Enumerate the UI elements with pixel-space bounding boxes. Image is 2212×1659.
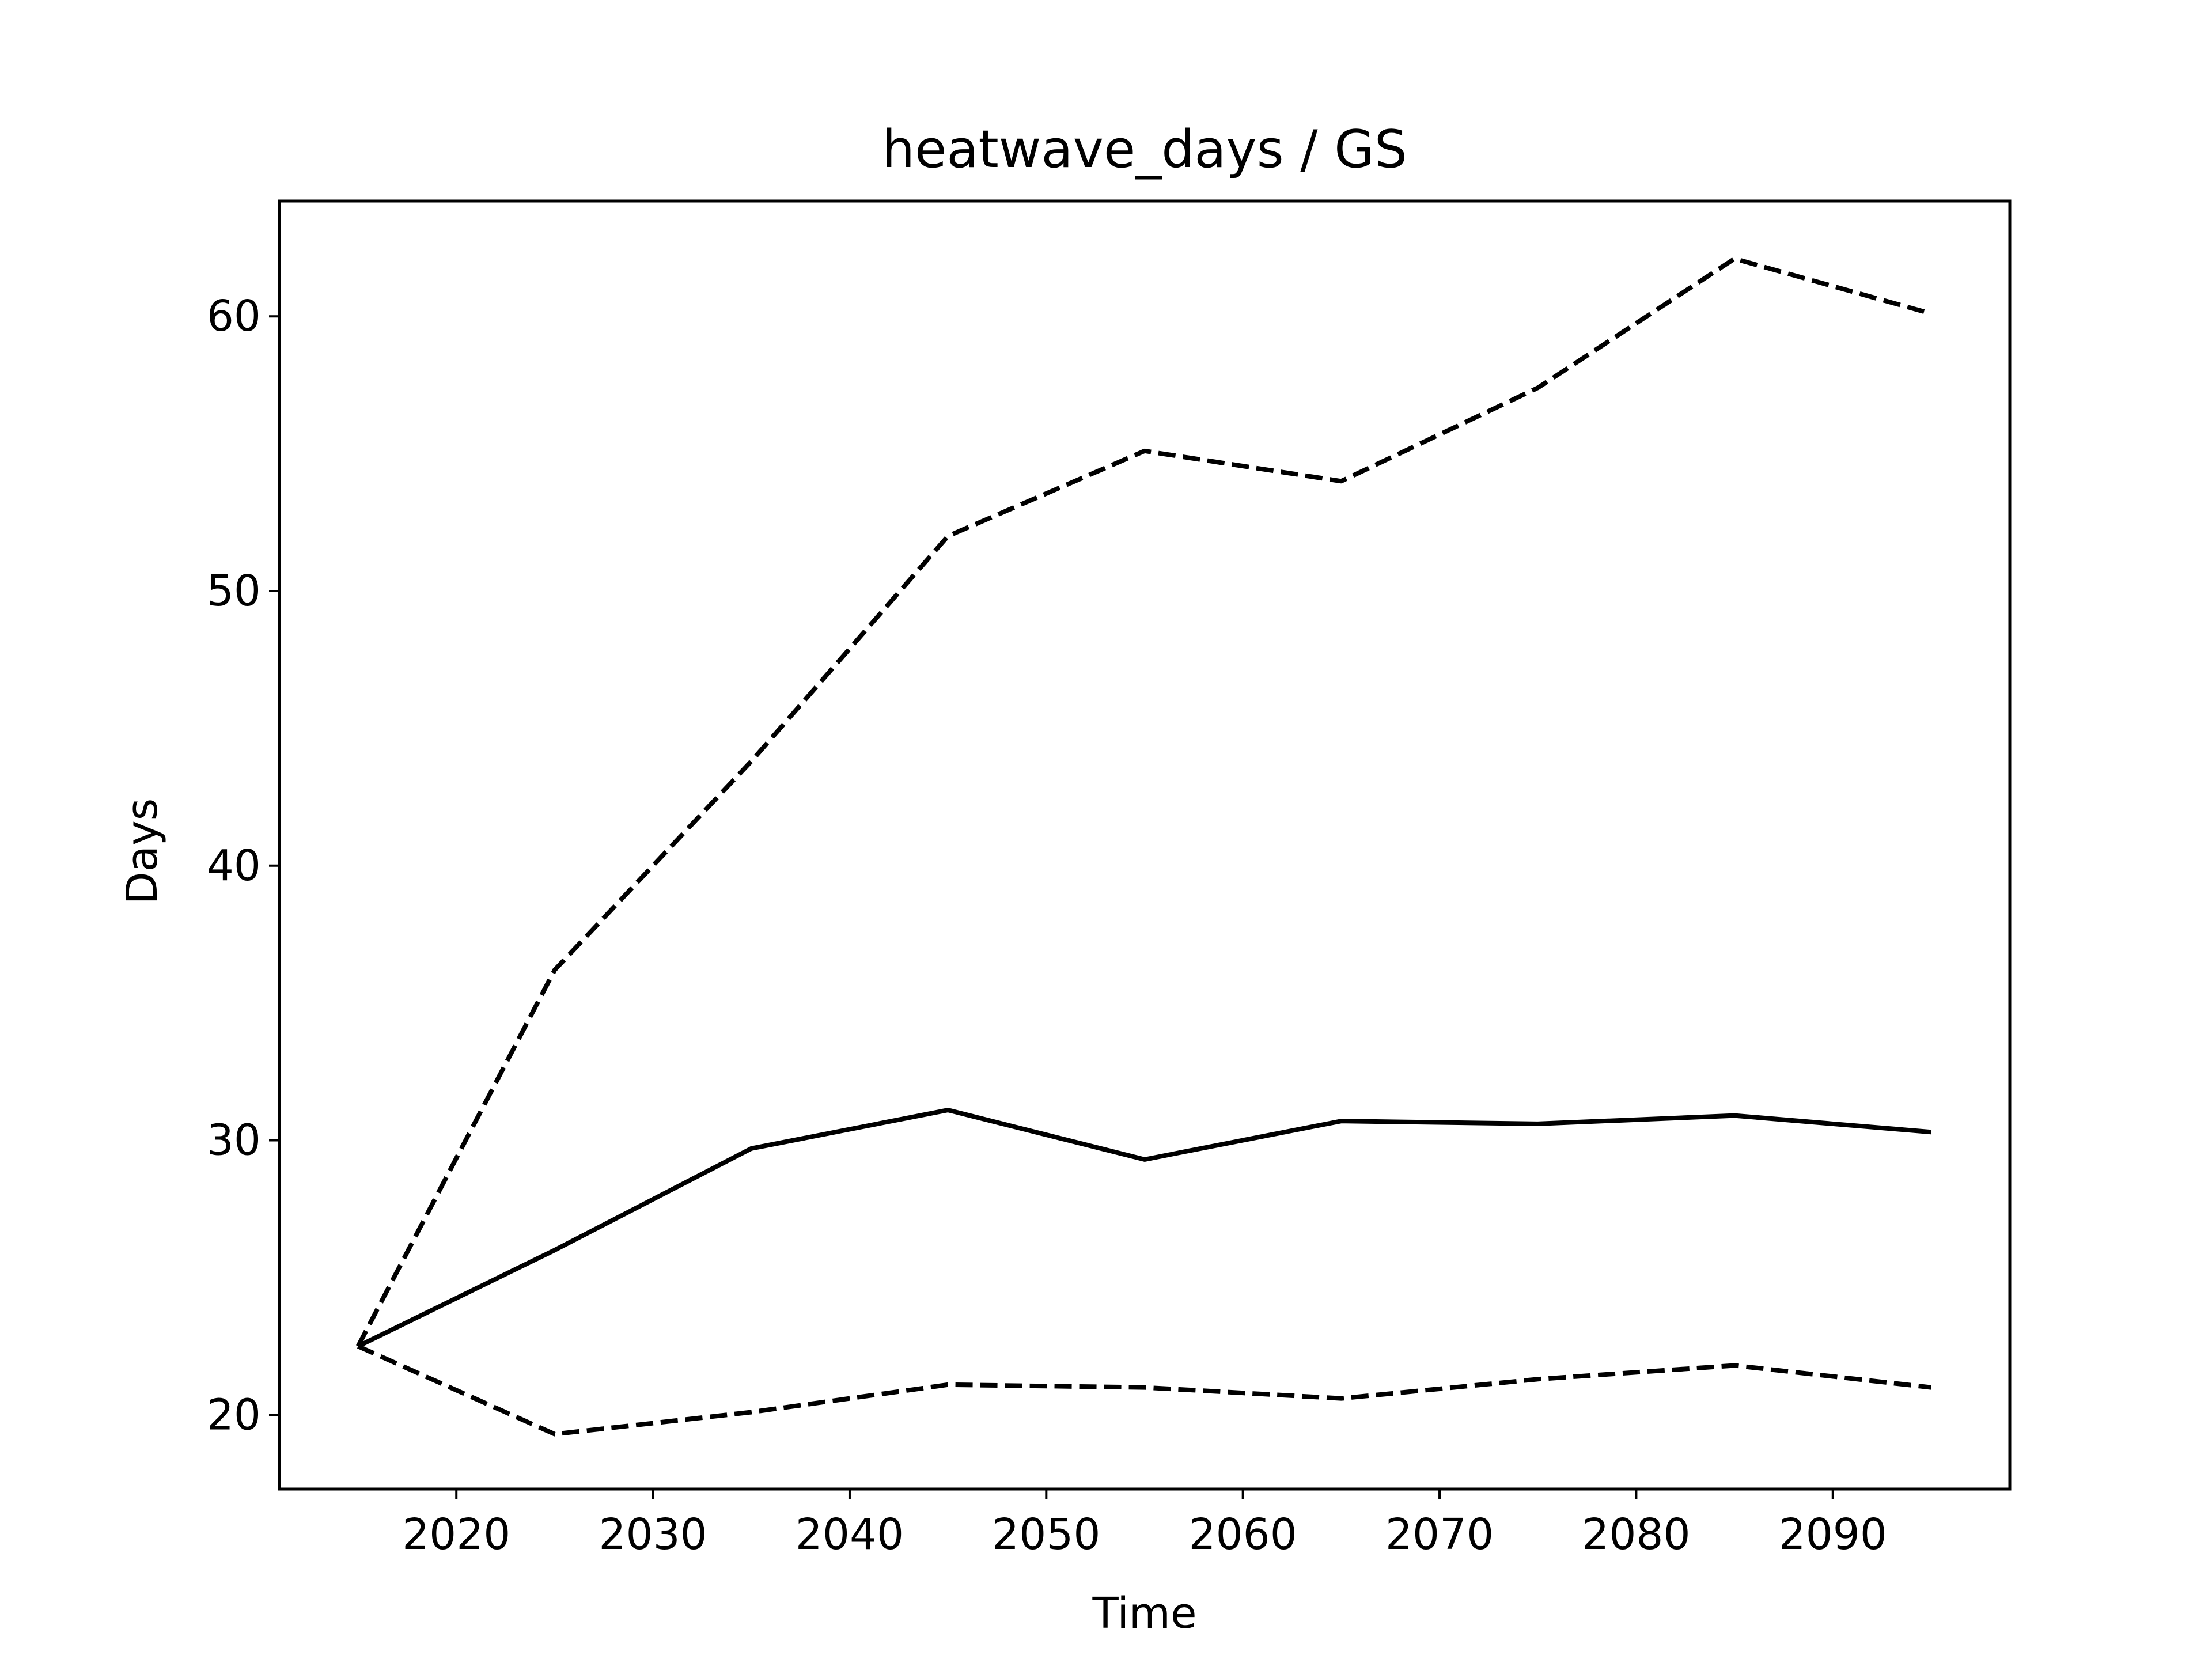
- series-line-3: [357, 1344, 1931, 1437]
- chart-title: heatwave_days / GS: [882, 119, 1407, 180]
- y-tick-label: 20: [207, 1390, 261, 1440]
- x-tick-label: 2030: [599, 1510, 707, 1559]
- series-line-2: [357, 1108, 1931, 1349]
- y-tick-label: 30: [207, 1116, 261, 1165]
- y-axis: 20 30 40 50 60: [207, 291, 279, 1440]
- series-layer: [356, 256, 1932, 1437]
- x-tick-label: 2050: [992, 1510, 1100, 1559]
- x-tick-label: 2060: [1189, 1510, 1297, 1559]
- plot-frame: [278, 199, 2012, 1491]
- series-line-1: [356, 256, 1932, 1347]
- y-tick-label: 50: [207, 566, 261, 616]
- x-tick-label: 2090: [1779, 1510, 1887, 1559]
- x-tick-label: 2040: [796, 1510, 904, 1559]
- x-axis: 2020 2030 2040 2050 2060 2070 2080 2090: [402, 1489, 1887, 1559]
- x-tick-label: 2070: [1385, 1510, 1494, 1559]
- y-axis-label: Days: [118, 798, 167, 905]
- y-tick-label: 40: [207, 841, 261, 891]
- x-tick-label: 2020: [402, 1510, 510, 1559]
- x-axis-label: Time: [1092, 1589, 1196, 1638]
- x-tick-label: 2080: [1582, 1510, 1690, 1559]
- y-tick-label: 60: [207, 291, 261, 341]
